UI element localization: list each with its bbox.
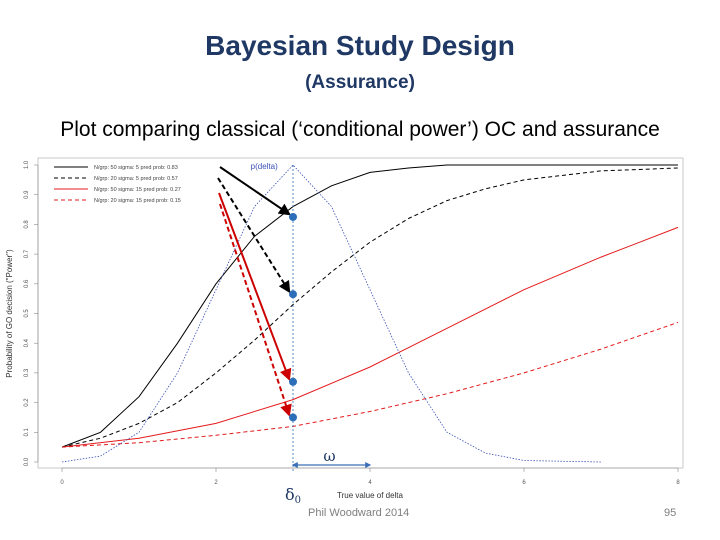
assurance-chart: 0 2 4 6 8 0.0 0.1 0.2 0.3 0.4 0.5 0.6 0.7 0.8 0.9 1.0 Tr…: [5, 157, 684, 506]
series-line-2: [61, 226, 679, 448]
x-tick-label: 8: [676, 480, 680, 486]
callout-arrow-3: [219, 203, 292, 417]
assurance-point-0: [289, 212, 297, 221]
y-tick-label: 0.7: [24, 249, 30, 258]
y-tick-label: 0.2: [24, 398, 30, 407]
axes: 0 2 4 6 8 0.0 0.1 0.2 0.3 0.4 0.5 0.6 0.7 0.8 0.9 1.0 Tr…: [5, 160, 680, 500]
slide-title: Bayesian Study Design: [205, 30, 515, 61]
series-line-0: [61, 164, 678, 448]
x-tick-label: 2: [214, 480, 218, 486]
callout-arrow-2: [218, 192, 292, 382]
legend-label-2: N/grp: 50 sigma: 15 pred prob: 0.27: [94, 187, 181, 193]
legend-label-0: N/grp: 50 sigma: 5 pred prob: 0.83: [94, 165, 178, 171]
series-line-4: [61, 164, 602, 463]
y-tick-label: 0.1: [24, 427, 30, 436]
y-tick-label: 0.5: [24, 309, 30, 318]
x-tick-label: 6: [522, 480, 526, 486]
assurance-point-2: [289, 377, 297, 386]
legend: N/grp: 50 sigma: 5 pred prob: 0.83 N/grp:…: [54, 165, 181, 204]
page-number: 95: [664, 507, 677, 519]
delta0-symbol: δ: [285, 485, 295, 504]
y-tick-label: 0.4: [24, 338, 30, 347]
assurance-point-1: [289, 290, 297, 299]
y-tick-label: 0.3: [24, 368, 30, 377]
series-line-1: [61, 167, 679, 448]
annotations: p(delta) ω δ0: [217, 162, 372, 506]
y-tick-label: 0.9: [24, 190, 30, 199]
series-line-3: [61, 321, 679, 448]
chart-caption: Plot comparing classical (‘conditional p…: [60, 118, 660, 141]
legend-label-1: N/grp: 20 sigma: 5 pred prob: 0.57: [94, 176, 178, 182]
footer-author: Phil Woodward 2014: [308, 507, 410, 519]
y-tick-label: 0.6: [24, 279, 30, 288]
x-tick-label: 4: [368, 480, 372, 486]
y-axis-label: Probability of GO decision ("Power"): [5, 249, 14, 378]
slide-subtitle: (Assurance): [305, 72, 415, 93]
assurance-point-3: [289, 413, 297, 422]
y-tick-label: 1.0: [24, 160, 30, 169]
y-tick-label: 0.8: [24, 220, 30, 229]
omega-label: ω: [323, 447, 335, 465]
callout-arrow-1: [217, 177, 291, 294]
x-axis-label: True value of delta: [337, 491, 404, 500]
plot-frame: [37, 157, 684, 469]
delta0-label: δ0: [285, 485, 301, 506]
pdelta-label: p(delta): [251, 162, 278, 171]
series-lines: [61, 164, 679, 463]
y-tick-label: 0.0: [24, 457, 30, 466]
delta0-subscript: 0: [295, 495, 301, 506]
legend-label-3: N/grp: 20 sigma: 15 pred prob: 0.15: [94, 198, 181, 204]
x-tick-label: 0: [60, 480, 64, 486]
callout-arrow-0: [219, 166, 291, 216]
